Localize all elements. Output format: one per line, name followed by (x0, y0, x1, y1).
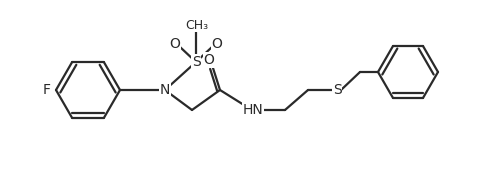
Text: S: S (192, 55, 200, 69)
Text: CH₃: CH₃ (185, 19, 209, 32)
Text: O: O (212, 37, 222, 51)
Text: F: F (43, 83, 51, 97)
Text: S: S (333, 83, 342, 97)
Text: O: O (203, 53, 215, 67)
Text: O: O (170, 37, 180, 51)
Text: N: N (160, 83, 170, 97)
Text: HN: HN (243, 103, 264, 117)
